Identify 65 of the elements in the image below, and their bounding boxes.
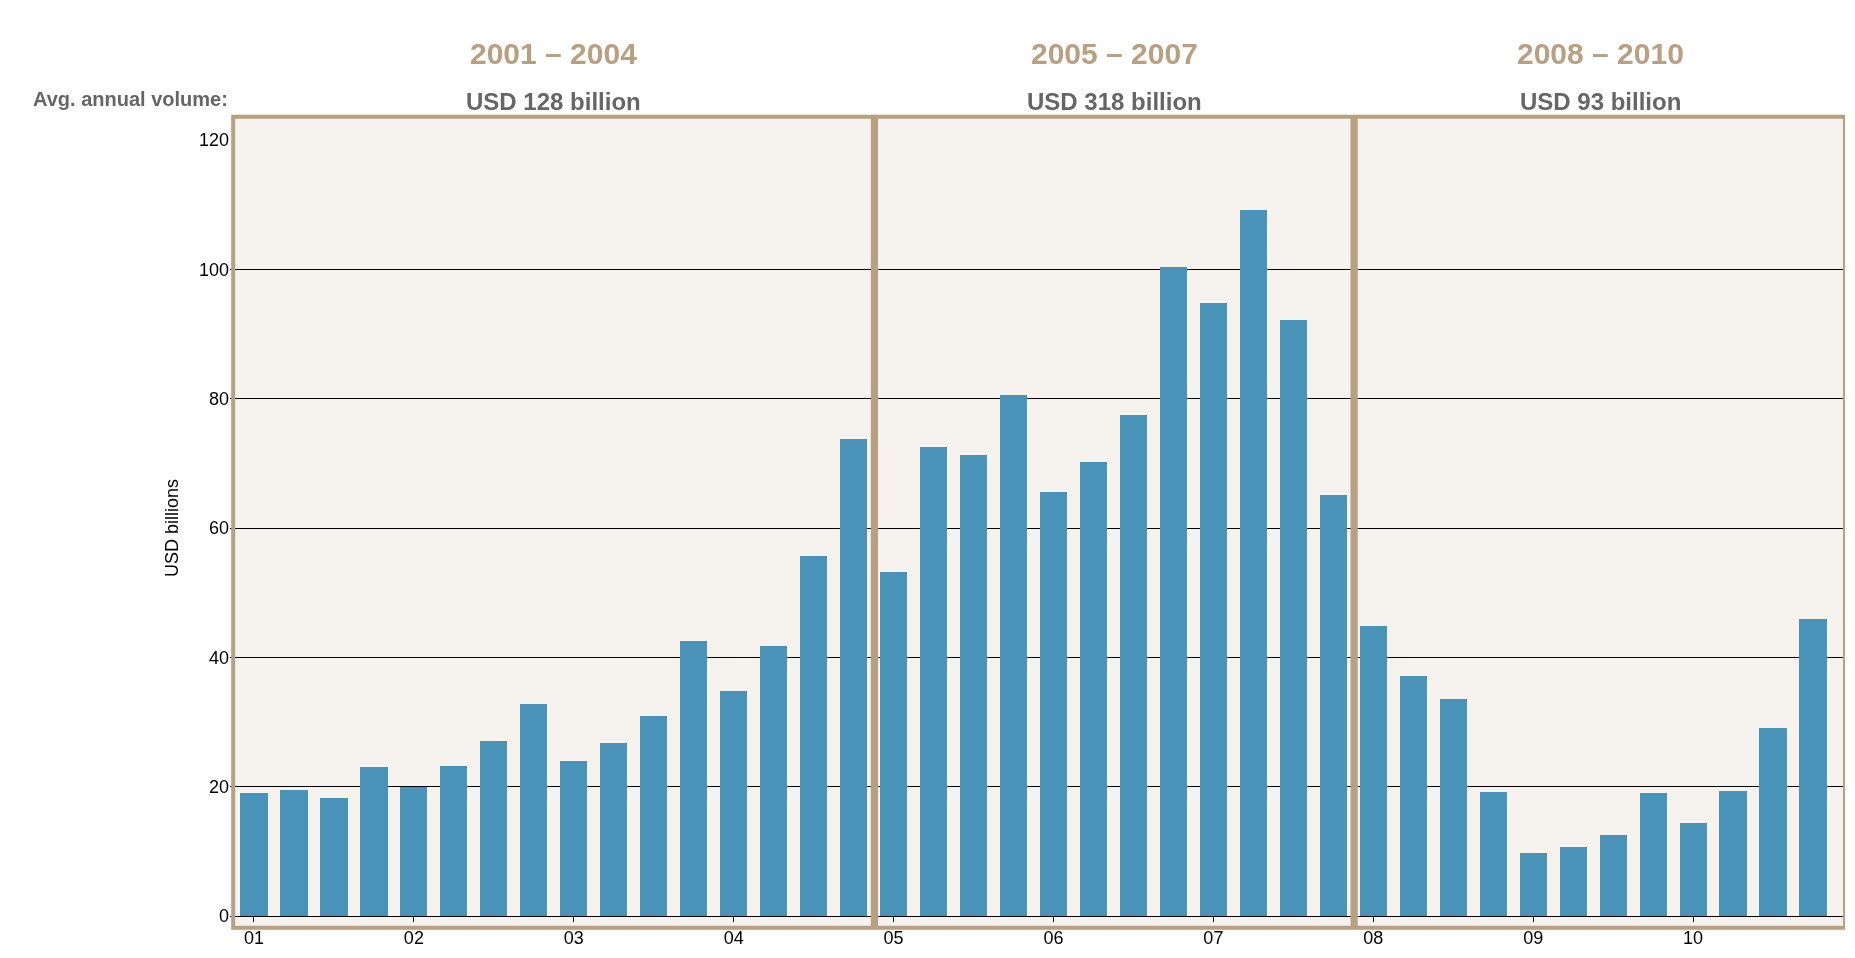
bar [1160,267,1187,916]
y-axis-title: USD billions [162,478,183,578]
bar [1040,492,1067,916]
band-label: 2001 – 2004 [470,37,638,70]
y-tick-label: 120 [198,130,229,151]
bar [720,691,747,916]
bar [960,455,987,916]
bar [1280,320,1307,916]
bar [400,787,427,916]
bar [1440,699,1467,916]
bar [1400,676,1427,916]
bar [880,572,907,916]
x-tick-label: 07 [1203,927,1224,948]
bar [1560,847,1587,916]
bar [600,743,627,916]
bar [640,716,667,916]
y-tick-label: 20 [208,776,229,797]
y-tick-label: 100 [198,259,229,280]
bar [1200,303,1227,916]
bar [320,798,348,916]
x-tick-label: 01 [243,927,265,948]
bar [480,741,507,916]
bar [1759,728,1787,916]
bar [680,641,707,916]
bar [800,556,827,916]
bar [760,646,787,916]
bar [1320,495,1347,916]
bar [1360,626,1387,916]
text: USD 318 billion [1027,88,1202,115]
x-tick-label: 04 [723,927,744,948]
y-tick-label: 60 [208,518,229,539]
x-tick-label: 02 [403,927,424,948]
bar [560,761,587,916]
x-tick-label: 05 [883,927,904,948]
text: USD 93 billion [1520,88,1682,115]
bar [1480,792,1507,916]
bar [1000,395,1027,916]
band-label: 2008 – 2010 [1517,37,1684,70]
bar [280,790,308,916]
bar [440,766,467,916]
text: Avg. annual volume: [33,88,228,110]
bar [360,767,388,916]
bar [1719,791,1747,916]
bar [1600,835,1627,916]
x-tick-label: 09 [1523,927,1544,948]
bar [1799,619,1827,916]
x-tick-label: 08 [1363,927,1384,948]
y-tick-label: 80 [208,388,229,409]
y-tick-label: 0 [218,906,229,927]
bar [840,439,867,916]
bar [1080,462,1107,916]
bar [1640,793,1667,916]
bar [1120,415,1147,916]
bar [1680,823,1707,916]
x-tick-label: 06 [1043,927,1064,948]
text: USD 128 billion [466,88,641,115]
bar [520,704,547,916]
bar [1240,210,1267,916]
x-tick-label: 10 [1683,927,1704,948]
y-tick-label: 40 [208,647,229,668]
bar [240,793,268,916]
x-tick-label: 03 [563,927,584,948]
bar [1520,853,1547,916]
bar [920,447,947,916]
band-label: 2005 – 2007 [1031,37,1198,70]
